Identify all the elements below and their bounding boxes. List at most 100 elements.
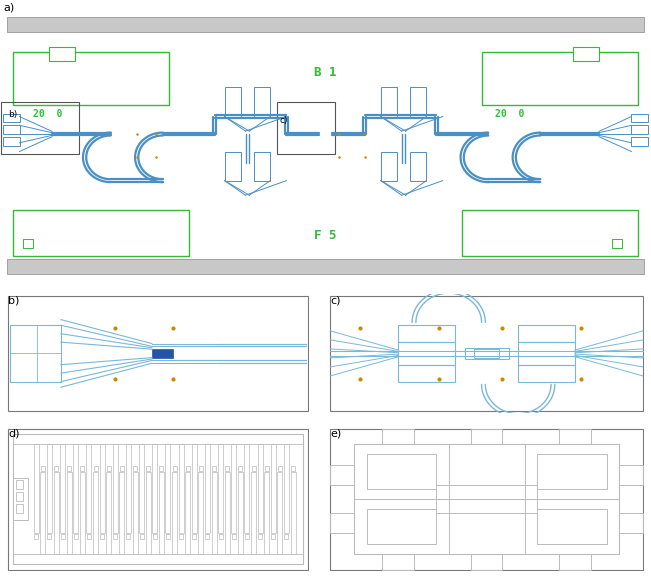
Bar xyxy=(80,466,85,471)
Text: b): b) xyxy=(8,295,20,306)
Text: a): a) xyxy=(3,3,14,13)
Bar xyxy=(80,471,85,554)
Bar xyxy=(152,349,173,358)
Bar xyxy=(277,471,283,554)
Bar xyxy=(192,444,197,534)
Bar xyxy=(93,471,98,554)
Bar xyxy=(518,342,575,365)
Bar xyxy=(113,534,117,539)
Bar xyxy=(192,534,196,539)
Bar xyxy=(126,444,131,534)
Bar xyxy=(277,102,335,155)
Bar xyxy=(271,534,275,539)
Bar xyxy=(398,365,455,381)
Bar xyxy=(474,349,499,358)
Bar xyxy=(119,471,124,554)
Bar xyxy=(382,554,414,569)
Text: b): b) xyxy=(8,110,17,119)
Bar xyxy=(100,444,105,534)
Text: 20  0: 20 0 xyxy=(33,108,62,118)
Bar xyxy=(179,534,183,539)
Bar xyxy=(40,471,46,554)
Text: F 5: F 5 xyxy=(314,229,337,242)
Bar xyxy=(381,152,397,181)
Bar xyxy=(106,471,111,554)
Bar xyxy=(172,471,177,554)
Bar xyxy=(48,534,51,539)
Bar xyxy=(153,534,157,539)
Bar xyxy=(23,239,33,248)
Bar xyxy=(284,534,288,539)
Bar xyxy=(278,466,282,471)
Bar xyxy=(205,444,210,534)
Bar xyxy=(100,534,104,539)
Bar xyxy=(537,455,607,489)
Text: e): e) xyxy=(330,429,342,439)
Text: c): c) xyxy=(280,117,288,125)
Bar xyxy=(518,365,575,381)
Bar xyxy=(34,444,39,534)
Bar xyxy=(462,210,638,256)
Bar xyxy=(251,466,256,471)
Bar xyxy=(178,444,184,534)
Bar xyxy=(330,464,354,485)
Bar xyxy=(206,534,210,539)
Bar xyxy=(152,444,158,534)
Bar xyxy=(146,471,150,554)
Bar xyxy=(631,137,648,146)
Bar xyxy=(537,509,607,544)
Bar xyxy=(238,466,242,471)
Bar xyxy=(631,114,648,122)
Bar xyxy=(3,125,20,134)
Bar xyxy=(436,485,537,513)
Bar xyxy=(3,114,20,122)
Bar xyxy=(16,492,23,501)
Bar xyxy=(245,534,249,539)
Bar xyxy=(13,210,189,256)
Bar xyxy=(354,444,619,554)
Bar xyxy=(381,87,397,117)
Bar xyxy=(398,325,455,342)
Bar xyxy=(367,455,436,489)
Bar xyxy=(258,444,262,534)
Bar xyxy=(518,325,575,342)
Bar xyxy=(199,471,203,554)
Bar xyxy=(244,444,249,534)
Bar xyxy=(225,87,241,117)
Bar xyxy=(367,509,436,544)
Bar xyxy=(41,466,45,471)
Bar xyxy=(330,513,354,534)
Bar xyxy=(258,534,262,539)
Bar xyxy=(218,444,223,534)
Bar xyxy=(232,534,236,539)
Bar xyxy=(53,471,59,554)
Bar xyxy=(199,466,203,471)
Bar xyxy=(254,152,270,181)
Bar xyxy=(559,429,591,444)
Bar xyxy=(3,137,20,146)
Bar xyxy=(107,466,111,471)
Bar xyxy=(398,342,455,365)
Bar xyxy=(619,513,643,534)
Bar xyxy=(166,534,170,539)
Bar xyxy=(482,53,638,105)
Bar xyxy=(54,466,58,471)
Bar xyxy=(74,534,77,539)
Bar xyxy=(74,444,78,534)
Bar xyxy=(264,471,270,554)
Bar xyxy=(16,480,23,489)
Bar xyxy=(219,534,223,539)
Bar xyxy=(619,464,643,485)
Bar xyxy=(159,471,164,554)
Bar xyxy=(12,434,303,444)
Bar xyxy=(60,444,65,534)
Bar xyxy=(212,471,217,554)
Bar xyxy=(126,534,130,539)
Bar xyxy=(573,47,599,61)
Bar xyxy=(265,466,269,471)
Bar xyxy=(133,466,137,471)
Bar xyxy=(146,466,150,471)
Bar xyxy=(133,471,137,554)
Bar xyxy=(120,466,124,471)
Bar xyxy=(10,325,61,381)
